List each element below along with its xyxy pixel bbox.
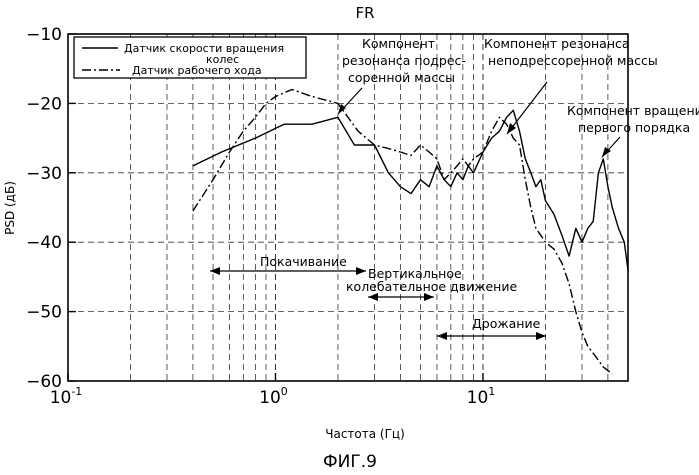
- annotation-sprung-resonance: Компонент резонанса подрес- соренной мас…: [338, 36, 466, 114]
- annotation-first-order-line-2: первого порядка: [578, 120, 690, 135]
- y-axis-label: PSD (дБ): [3, 181, 17, 235]
- y-tick-label: −10: [26, 25, 62, 45]
- annotation-sprung-line-2: резонанса подрес-: [342, 53, 466, 68]
- x-tick-label: 10-1: [50, 385, 83, 408]
- annotation-sprung-line-3: соренной массы: [348, 70, 455, 85]
- annotation-pitching-arrow-right: [356, 267, 366, 275]
- y-tick-label: −30: [26, 164, 62, 184]
- annotation-unsprung-line-2: неподрессоренной массы: [488, 53, 658, 68]
- y-tick-label: −40: [26, 233, 62, 253]
- annotation-pitching-arrow-left: [210, 267, 220, 275]
- legend: Датчик скорости вращения колес Датчик ра…: [74, 37, 306, 78]
- annotation-sprung-line-1: Компонент: [362, 36, 435, 51]
- figure-caption: ФИГ.9: [323, 452, 377, 472]
- series: [193, 90, 628, 375]
- legend-entry-2-line-1: Датчик рабочего хода: [132, 64, 262, 77]
- series-wheel-speed-sensor: [193, 110, 628, 270]
- annotation-judder: Дрожание: [437, 316, 546, 340]
- annotation-unsprung-line-1: Компонент резонанса: [484, 36, 630, 51]
- annotation-pitching-label: Покачивание: [260, 254, 347, 269]
- annotation-judder-arrow-right: [536, 332, 546, 340]
- annotation-vertical-arrow-right: [424, 293, 434, 301]
- chart-title: FR: [355, 4, 374, 22]
- series-stroke-sensor: [193, 90, 612, 375]
- annotation-vertical: Вертикальное колебательное движение: [346, 266, 517, 301]
- x-axis-label: Частота (Гц): [325, 427, 405, 441]
- x-tick-label: 101: [467, 385, 496, 408]
- annotation-judder-arrow-left: [437, 332, 447, 340]
- legend-entry-1-line-1: Датчик скорости вращения: [124, 42, 284, 55]
- annotation-first-order-line-1: Компонент вращения: [567, 103, 699, 118]
- y-tick-label: −50: [26, 303, 62, 323]
- x-tick-label: 100: [259, 385, 288, 408]
- annotation-judder-label: Дрожание: [472, 316, 541, 331]
- annotation-vertical-line-2: колебательное движение: [346, 279, 517, 294]
- annotation-pitching: Покачивание: [210, 254, 366, 275]
- annotation-vertical-arrow-left: [368, 293, 378, 301]
- annotation-first-order: Компонент вращения первого порядка: [567, 103, 699, 157]
- x-axis-ticks: 10-1 100 101: [50, 373, 496, 408]
- y-tick-label: −20: [26, 94, 62, 114]
